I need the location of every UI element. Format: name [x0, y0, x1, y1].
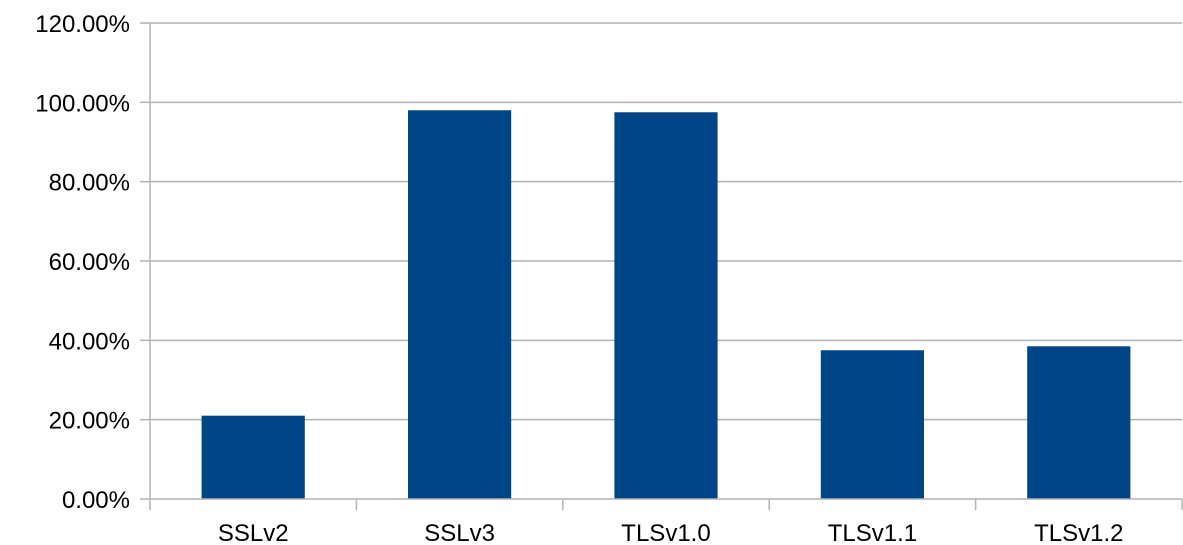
- x-tick-labels: SSLv2 SSLv3 TLSv1.0 TLSv1.1 TLSv1.2: [218, 520, 1124, 545]
- bar-sslv3: [408, 110, 512, 500]
- x-tick-label: SSLv3: [424, 520, 495, 545]
- y-tick-label: 60.00%: [49, 249, 130, 276]
- x-tick-label: TLSv1.1: [828, 520, 917, 545]
- bars: [201, 110, 1131, 500]
- y-tick-label: 120.00%: [35, 11, 130, 38]
- y-tick-label: 0.00%: [62, 487, 130, 514]
- y-tick-labels: 0.00% 20.00% 40.00% 60.00% 80.00% 100.00% 120.…: [35, 11, 130, 514]
- axes: [140, 22, 1183, 510]
- bar-tlsv1-0: [614, 112, 718, 499]
- y-tick-label: 80.00%: [49, 170, 130, 197]
- y-tick-label: 100.00%: [35, 90, 130, 117]
- y-tick-label: 40.00%: [49, 328, 130, 355]
- x-tick-label: TLSv1.2: [1034, 520, 1123, 545]
- bar-tlsv1-1: [820, 350, 924, 499]
- y-tick-label: 20.00%: [49, 408, 130, 435]
- bar-tlsv1-2: [1027, 346, 1131, 499]
- x-tick-label: SSLv2: [218, 520, 289, 545]
- bar-sslv2: [201, 415, 305, 499]
- x-tick-label: TLSv1.0: [621, 520, 710, 545]
